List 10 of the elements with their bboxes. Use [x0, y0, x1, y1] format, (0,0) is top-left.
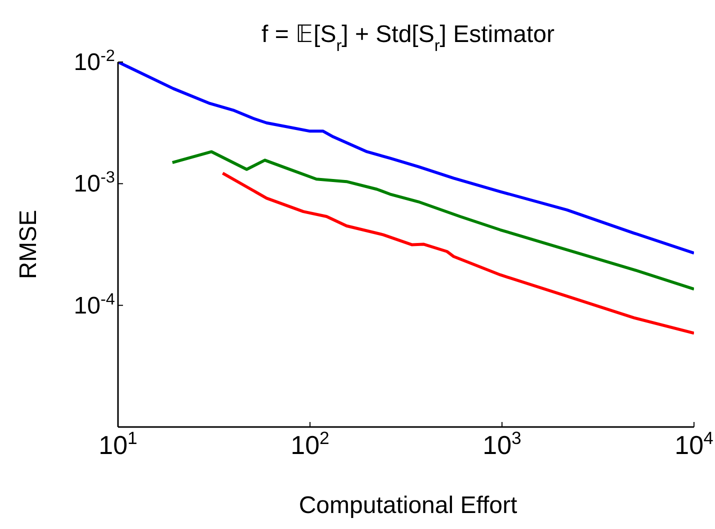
x-tick-label: 10$^{2}$ — [290, 428, 330, 460]
y-tick-label: 10$^{-3}$ — [74, 168, 115, 198]
x-tick-label: 10$^{1}$ — [98, 428, 138, 460]
x-axis-title: Computational Effort — [298, 492, 518, 519]
y-axis-title: RMSE — [15, 210, 42, 280]
x-tick-label: 10$^{4}$ — [674, 428, 714, 460]
y-tick-label: 10$^{-2}$ — [74, 47, 115, 76]
x-tick-label: 10$^{3}$ — [482, 428, 522, 460]
y-tick-label: 10$^{-4}$ — [74, 290, 115, 320]
chart-title: f = 𝔼[S$_{r}$] + Std[S$_{r}$] Estimator — [262, 21, 554, 55]
